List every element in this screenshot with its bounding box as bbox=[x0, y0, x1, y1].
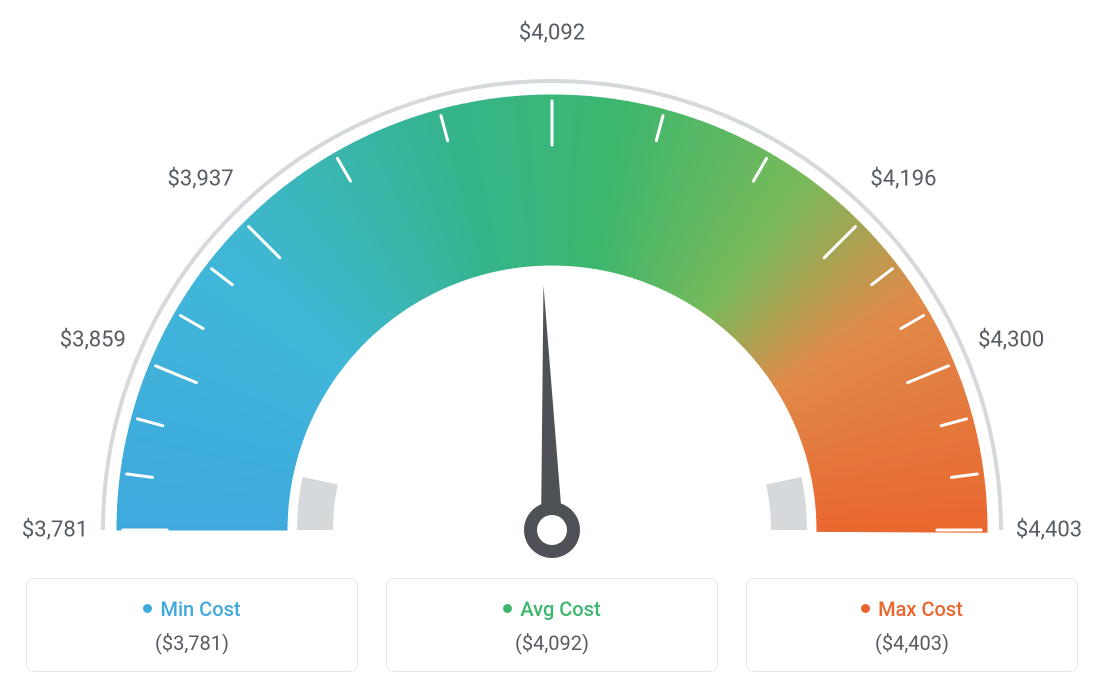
legend-card-max-cost: Max Cost ($4,403) bbox=[746, 578, 1078, 672]
legend-card-avg-cost: Avg Cost ($4,092) bbox=[386, 578, 718, 672]
legend-value: ($4,403) bbox=[757, 631, 1067, 655]
legend-title: Avg Cost bbox=[397, 597, 707, 621]
gauge-needle bbox=[541, 285, 563, 530]
needle-hub-hole bbox=[537, 515, 567, 545]
gauge-tick-label: $3,781 bbox=[22, 518, 88, 543]
gauge-tick-label: $4,092 bbox=[519, 21, 585, 46]
legend-title-text: Max Cost bbox=[878, 597, 963, 621]
legend-value: ($4,092) bbox=[397, 631, 707, 655]
legend-row: Min Cost ($3,781) Avg Cost ($4,092) Max Cost… bbox=[0, 578, 1104, 672]
legend-title-text: Min Cost bbox=[160, 597, 240, 621]
gauge-area: $3,781 $3,859 $3,937 $4,092 $4,196 $4,300 $4,4… bbox=[0, 0, 1104, 560]
gauge-tick-label: $4,196 bbox=[870, 166, 936, 191]
legend-value: ($3,781) bbox=[37, 631, 347, 655]
gauge-tick-label: $3,937 bbox=[167, 166, 233, 191]
gauge-tick-label: $3,859 bbox=[60, 327, 126, 352]
gauge-svg bbox=[0, 0, 1104, 560]
gauge-tick-label: $4,403 bbox=[1016, 518, 1082, 543]
gauge-tick-label: $4,300 bbox=[978, 327, 1044, 352]
legend-title: Max Cost bbox=[757, 597, 1067, 621]
legend-card-min-cost: Min Cost ($3,781) bbox=[26, 578, 358, 672]
legend-dot-icon bbox=[503, 604, 512, 613]
legend-title: Min Cost bbox=[37, 597, 347, 621]
gauge-chart-container: $3,781 $3,859 $3,937 $4,092 $4,196 $4,300 $4,4… bbox=[0, 0, 1104, 690]
legend-dot-icon bbox=[861, 604, 870, 613]
legend-dot-icon bbox=[143, 604, 152, 613]
legend-title-text: Avg Cost bbox=[520, 597, 600, 621]
